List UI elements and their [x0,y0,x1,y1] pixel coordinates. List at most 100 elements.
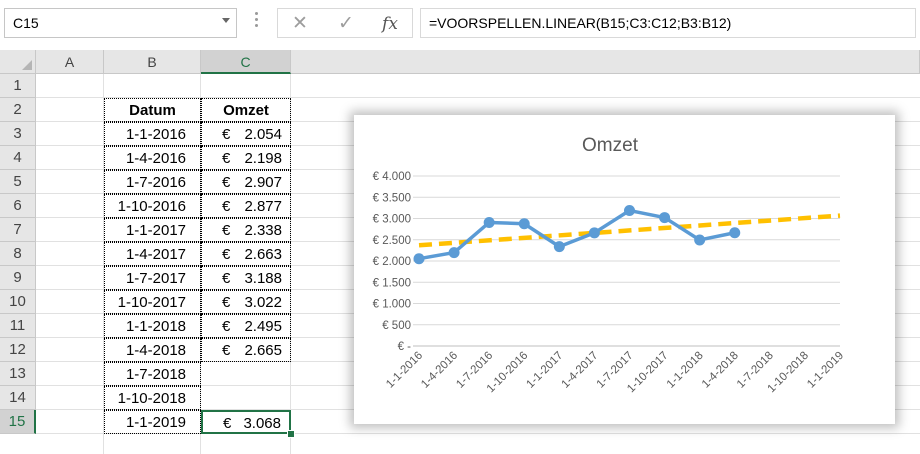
cell-date[interactable]: 1-7-2016 [104,170,201,194]
name-box-value: C15 [13,15,39,31]
row-header-4[interactable]: 4 [0,146,36,170]
x-tick-label: 1-4-2018 [700,350,741,391]
row-header-3[interactable]: 3 [0,122,36,146]
series-line [418,208,736,261]
currency-symbol: € [222,294,231,311]
y-tick-label: € 1.500 [373,277,411,289]
y-tick-label: € 1.000 [373,299,411,311]
cell-revenue[interactable]: €2.338 [201,218,291,242]
row-header-9[interactable]: 9 [0,266,36,290]
drag-handle-icon[interactable] [255,12,259,32]
cell-revenue[interactable]: €2.877 [201,194,291,218]
name-box[interactable]: C15 [4,8,237,38]
cell-revenue[interactable]: €2.663 [201,242,291,266]
cell-revenue[interactable]: €2.907 [201,170,291,194]
cell-date[interactable]: 1-7-2018 [104,362,201,386]
cell-revenue[interactable] [201,386,291,410]
formula-buttons: ✕ ✓ fx [277,8,413,38]
currency-symbol: € [222,150,231,167]
cell-date[interactable]: 1-4-2016 [104,146,201,170]
data-point-marker [553,241,565,253]
row-header-5[interactable]: 5 [0,170,36,194]
fill-handle[interactable] [287,430,295,438]
chart-title: Omzet [582,135,639,156]
currency-symbol: € [222,126,231,143]
cell-date[interactable]: 1-1-2016 [104,122,201,146]
cell-date[interactable]: 1-4-2017 [104,242,201,266]
revenue-value: 2.665 [244,342,282,359]
line-chart[interactable]: Omzet € - € 500 € 1.000 € 1.500 € 2.000 € 2.50… [354,115,895,424]
row-header-1[interactable]: 1 [0,74,36,98]
cell-revenue[interactable]: €2.495 [201,314,291,338]
cell-date[interactable]: 1-10-2016 [104,194,201,218]
row-header-6[interactable]: 6 [0,194,36,218]
cell-date[interactable]: 1-1-2017 [104,218,201,242]
x-tick-label: 1-1-2017 [524,350,565,391]
row-header-2[interactable]: 2 [0,98,36,122]
cell-revenue[interactable]: €2.198 [201,146,291,170]
data-point-marker [483,216,495,228]
cell-date[interactable]: 1-7-2017 [104,266,201,290]
cell-revenue[interactable]: €3.188 [201,266,291,290]
cell-date[interactable]: 1-1-2019 [104,410,201,434]
revenue-value: 3.068 [243,415,281,432]
y-tick-label: € 3.000 [373,214,411,226]
currency-symbol: € [222,270,231,287]
cell-revenue[interactable] [201,362,291,386]
cell-revenue[interactable]: €2.054 [201,122,291,146]
data-point-marker [413,253,425,265]
cell-revenue[interactable]: €3.022 [201,290,291,314]
insert-function-icon[interactable]: fx [382,14,398,34]
cell-forecast-selected[interactable]: €3.068 [201,410,291,434]
select-all-button[interactable] [0,50,36,74]
row-header-15[interactable]: 15 [0,410,36,434]
data-point-marker [448,247,460,259]
data-point-marker [518,218,530,230]
revenue-value: 2.907 [244,174,282,191]
column-header-b[interactable]: B [104,50,201,74]
data-point-marker [694,234,706,246]
column-header-a[interactable]: A [36,50,104,74]
revenue-value: 2.198 [244,150,282,167]
cell-date[interactable]: 1-10-2017 [104,290,201,314]
cell-date[interactable]: 1-1-2018 [104,314,201,338]
row-header-8[interactable]: 8 [0,242,36,266]
cell-date[interactable]: 1-4-2018 [104,338,201,362]
row-header-12[interactable]: 12 [0,338,36,362]
row-header-7[interactable]: 7 [0,218,36,242]
x-tick-label: 1-1-2019 [805,350,846,391]
revenue-value: 2.877 [244,198,282,215]
row-header-10[interactable]: 10 [0,290,36,314]
revenue-value: 2.663 [244,246,282,263]
currency-symbol: € [223,415,232,432]
data-point-marker [659,212,671,224]
y-tick-label: € 2.000 [373,256,411,268]
name-box-dropdown-icon[interactable] [222,18,230,23]
row-header-14[interactable]: 14 [0,386,36,410]
cell-date[interactable]: 1-10-2018 [104,386,201,410]
currency-symbol: € [222,318,231,335]
data-point-marker [588,227,600,239]
y-tick-label: € - [398,341,412,353]
y-tick-label: € 4.000 [373,171,411,183]
enter-checkmark-icon[interactable]: ✓ [338,13,354,34]
column-header-area [291,50,920,74]
x-tick-label: 1-4-2017 [559,350,600,391]
data-point-marker [729,227,741,239]
currency-symbol: € [222,222,231,239]
currency-symbol: € [222,198,231,215]
column-header-c[interactable]: C [201,50,291,74]
formula-input[interactable]: =VOORSPELLEN.LINEAR(B15;C3:C12;B3:B12) [420,8,916,38]
gridline [103,74,104,454]
cell-header-omzet[interactable]: Omzet [201,98,291,122]
x-tick-label: 1-4-2016 [419,350,460,391]
row-header-11[interactable]: 11 [0,314,36,338]
cell-revenue[interactable]: €2.665 [201,338,291,362]
row-header-13[interactable]: 13 [0,362,36,386]
y-tick-label: € 500 [382,320,411,332]
cancel-icon[interactable]: ✕ [292,13,308,34]
gridline [36,433,920,434]
cell-header-datum[interactable]: Datum [104,98,201,122]
revenue-value: 3.188 [244,270,282,287]
currency-symbol: € [222,246,231,263]
